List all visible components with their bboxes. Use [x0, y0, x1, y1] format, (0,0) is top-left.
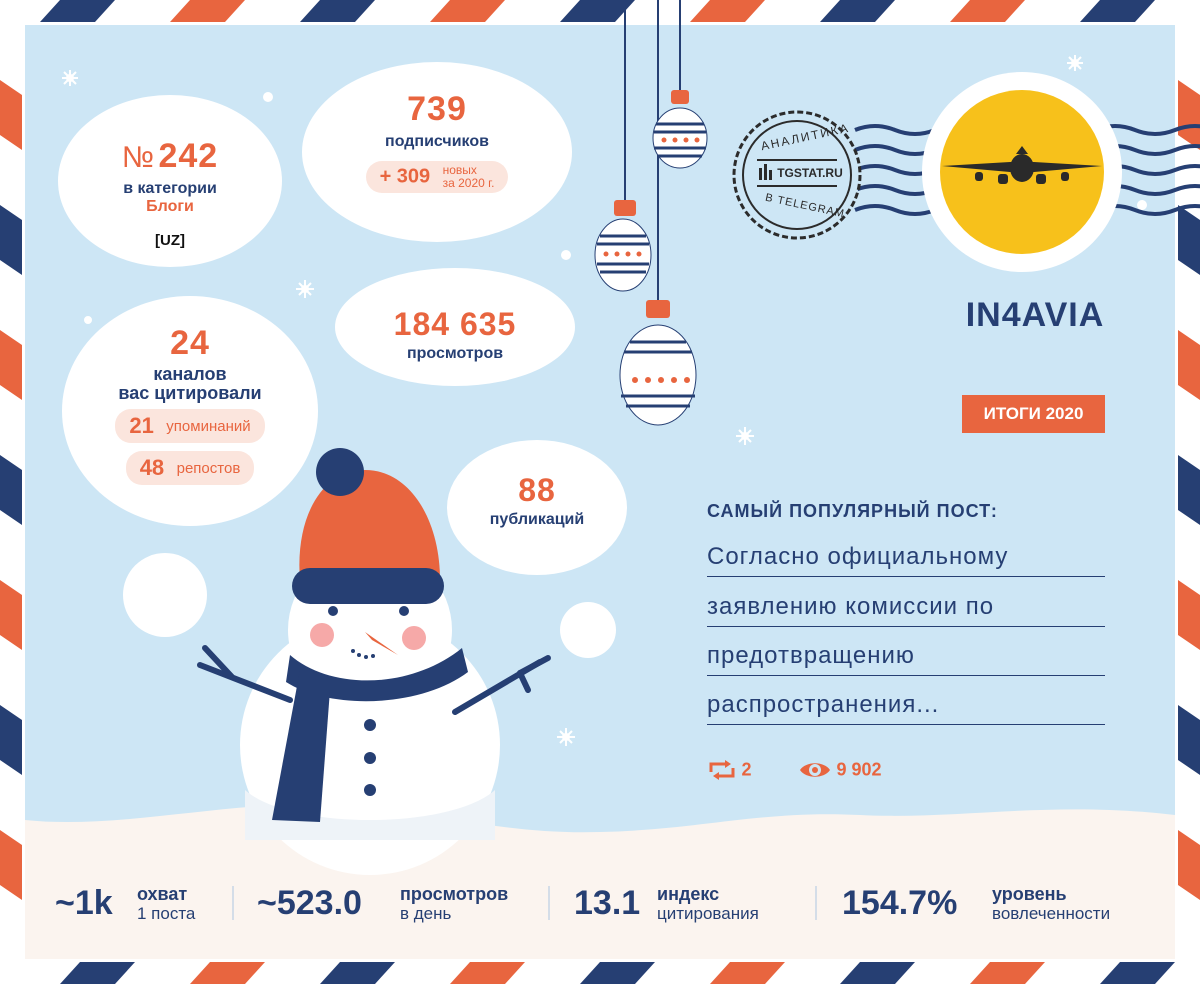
stat-reach-value: ~1k: [55, 884, 113, 922]
rank-region: [UZ]: [155, 232, 185, 249]
stat-engagement-label1: уровень: [992, 884, 1067, 904]
stat-engagement-value: 154.7%: [842, 884, 958, 922]
channels-bubble: 24 каналов вас цитировали 21 упоминаний …: [62, 296, 318, 526]
subscribers-bubble: 739 подписчиков + 309 новых за 2020 г.: [302, 62, 572, 242]
popular-post-heading: САМЫЙ ПОПУЛЯРНЫЙ ПОСТ:: [707, 501, 998, 521]
views-bubble: 184 635 просмотров: [335, 268, 575, 386]
post-views: 9 902: [798, 758, 882, 784]
mentions-pill: 21 упоминаний: [115, 409, 265, 443]
stat-citation-label2: цитирования: [657, 904, 759, 923]
stat-divider: [815, 886, 817, 920]
stat-engagement-label2: вовлеченности: [992, 904, 1111, 923]
stat-divider: [548, 886, 550, 920]
rank-bubble: № 242 в категории Блоги [UZ]: [58, 95, 282, 267]
stamp-middle-text: TGSTAT.RU: [777, 166, 843, 180]
reposts-pill: 48 репостов: [125, 451, 255, 485]
publications-number: 88: [518, 472, 556, 508]
stat-citation-value: 13.1: [574, 884, 641, 922]
channel-name: IN4AVIA: [965, 296, 1105, 334]
post-line-3: предотвращению: [707, 642, 1105, 676]
stat-citation-label1: индекс: [657, 884, 720, 904]
publications-bubble: 88 публикаций: [447, 440, 627, 575]
rank-line1: в категории: [123, 180, 217, 197]
postmark: [732, 110, 862, 240]
new-label-line1: новых: [442, 163, 477, 177]
ornaments: [594, 0, 708, 426]
channels-number: 24: [170, 324, 210, 362]
stat-daily-label1: просмотров: [400, 884, 509, 904]
views-number: 184 635: [393, 306, 517, 342]
repost-count: 2: [741, 759, 752, 780]
stat-reach-label2: 1 поста: [137, 904, 196, 923]
bottom-stats: ~1k охват 1 поста ~523.0 просмотров в де…: [0, 878, 1200, 938]
new-subscribers-number: + 309: [379, 165, 431, 188]
rank-category: Блоги: [146, 198, 194, 215]
rank-number: 242: [158, 137, 219, 175]
subscribers-number: 739: [407, 90, 467, 128]
eye-icon: [800, 763, 830, 777]
repost-icon: [709, 760, 735, 780]
stat-daily-label2: в день: [400, 904, 452, 923]
mentions-label: упоминаний: [166, 417, 251, 435]
snowman: [197, 448, 551, 875]
results-badge: ИТОГИ 2020: [962, 395, 1105, 433]
publications-label: публикаций: [489, 511, 585, 528]
stat-reach-label1: охват: [137, 884, 188, 904]
subscribers-label: подписчиков: [385, 133, 489, 150]
post-line-2: заявлению комиссии по: [707, 593, 1105, 627]
new-label-line2: за 2020 г.: [442, 176, 495, 190]
views-count: 9 902: [836, 759, 882, 780]
reposts-label: репостов: [176, 459, 241, 477]
mentions-number: 21: [129, 413, 154, 438]
stamp-sun: [922, 72, 1122, 272]
rank-prefix: №: [121, 141, 154, 174]
post-line-1: Согласно официальному: [707, 543, 1105, 577]
stat-divider: [232, 886, 234, 920]
stat-daily-value: ~523.0: [257, 884, 362, 922]
channels-line2: вас цитировали: [118, 383, 262, 403]
new-subscribers-pill: + 309 новых за 2020 г.: [365, 161, 509, 193]
post-reposts: 2: [707, 758, 751, 784]
channels-line1: каналов: [153, 364, 227, 384]
post-line-4: распространения...: [707, 691, 1105, 725]
reposts-number: 48: [139, 455, 165, 480]
views-label: просмотров: [406, 345, 504, 362]
